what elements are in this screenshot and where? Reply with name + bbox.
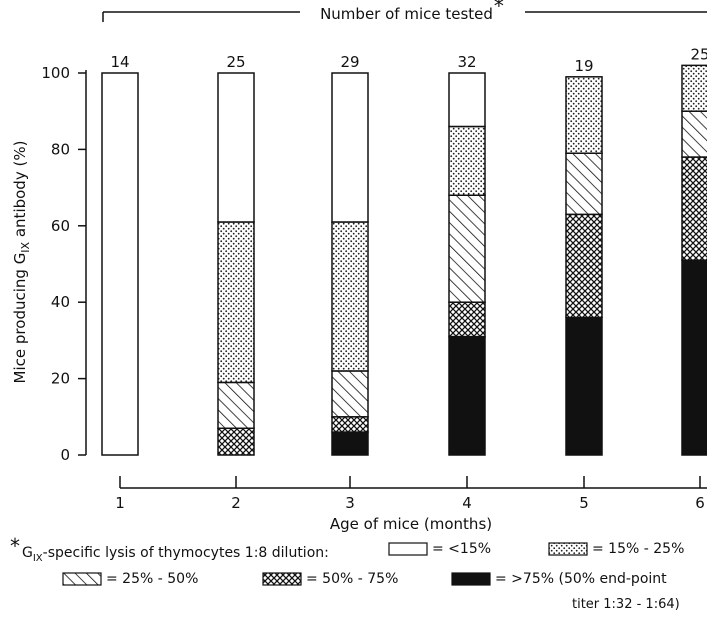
count-label: 29 xyxy=(340,53,359,71)
bar-segment-lt15 xyxy=(331,72,369,223)
bar-segment-p50_75 xyxy=(217,427,255,456)
bar-segment-p25_50 xyxy=(448,194,486,303)
bar-segment-p25_50 xyxy=(331,370,369,418)
bar-segment-lt15 xyxy=(217,72,255,223)
x-tick-label: 6 xyxy=(695,494,705,512)
legend-label: = 50% - 75% xyxy=(306,571,399,587)
legend-label: = <15% xyxy=(432,541,492,557)
x-tick-label: 2 xyxy=(231,494,241,512)
x-tick-label: 5 xyxy=(579,494,589,512)
x-tick-label: 4 xyxy=(462,494,472,512)
legend-swatch xyxy=(62,572,102,586)
y-tick-label: 100 xyxy=(41,64,70,82)
legend-swatch xyxy=(548,542,588,556)
y-tick-label: 0 xyxy=(60,446,70,464)
bar-segment-p25_50 xyxy=(217,381,255,430)
x-axis-label: Age of mice (months) xyxy=(330,515,492,533)
count-label: 19 xyxy=(574,57,593,75)
legend-marker: * xyxy=(10,534,20,558)
y-tick-labels: 0 20 40 60 80 100 xyxy=(41,64,86,464)
count-label: 32 xyxy=(457,53,476,71)
bar-segment-gt75 xyxy=(331,431,369,456)
legend-item-lt15: = <15% xyxy=(388,541,491,557)
x-tick-label: 1 xyxy=(115,494,125,512)
legend-item-p15_25: = 15% - 25% xyxy=(548,541,684,557)
bar-segment-p50_75 xyxy=(331,416,369,433)
bar-segment-p25_50 xyxy=(565,152,603,216)
legend-intro: GIX-specific lysis of thymocytes 1:8 dil… xyxy=(22,545,329,564)
bar-segment-lt15 xyxy=(448,72,486,128)
legend-note: titer 1:32 - 1:64) xyxy=(572,597,680,612)
x-tick-label: 3 xyxy=(345,494,355,512)
header-title: Number of mice tested* xyxy=(320,0,504,23)
bar-segment-p15_25 xyxy=(448,125,486,196)
x-tick-labels: 1 2 3 4 5 6 xyxy=(115,476,705,512)
legend-item-gt75: = >75% (50% end-point xyxy=(451,571,667,587)
bar-segment-p15_25 xyxy=(681,64,707,112)
legend-swatch xyxy=(451,572,491,586)
legend-swatch xyxy=(262,572,302,586)
y-tick-label: 20 xyxy=(51,370,70,388)
y-tick-label: 80 xyxy=(51,140,70,158)
legend-swatch xyxy=(388,542,428,556)
legend-item-p25_50: = 25% - 50% xyxy=(62,571,198,587)
bar-segment-p50_75 xyxy=(565,213,603,319)
count-label: 14 xyxy=(110,53,129,71)
bar-segment-p25_50 xyxy=(681,110,707,158)
legend-item-p50_75: = 50% - 75% xyxy=(262,571,398,587)
legend-label: = 15% - 25% xyxy=(592,541,685,557)
legend-label: = 25% - 50% xyxy=(106,571,199,587)
y-tick-label: 40 xyxy=(51,293,70,311)
legend-label: = >75% (50% end-point xyxy=(495,571,667,587)
y-axis-label: Mice producing GIX antibody (%) xyxy=(11,141,32,384)
bar-segment-p50_75 xyxy=(448,301,486,338)
y-tick-label: 60 xyxy=(51,217,70,235)
bar-segment-p15_25 xyxy=(565,76,603,154)
bar-segment-p50_75 xyxy=(681,156,707,261)
count-labels: 14 25 29 32 19 25 xyxy=(110,45,707,74)
bar-segment-gt75 xyxy=(448,335,486,456)
bar-segment-p15_25 xyxy=(217,221,255,384)
count-label: 25 xyxy=(226,53,245,71)
bar-segment-p15_25 xyxy=(331,221,369,372)
bar-segment-gt75 xyxy=(681,259,707,456)
bars xyxy=(101,64,707,456)
header-bracket xyxy=(102,11,707,22)
bar-segment-gt75 xyxy=(565,316,603,456)
count-label: 25 xyxy=(690,45,707,63)
bar-segment-lt15 xyxy=(101,72,139,456)
